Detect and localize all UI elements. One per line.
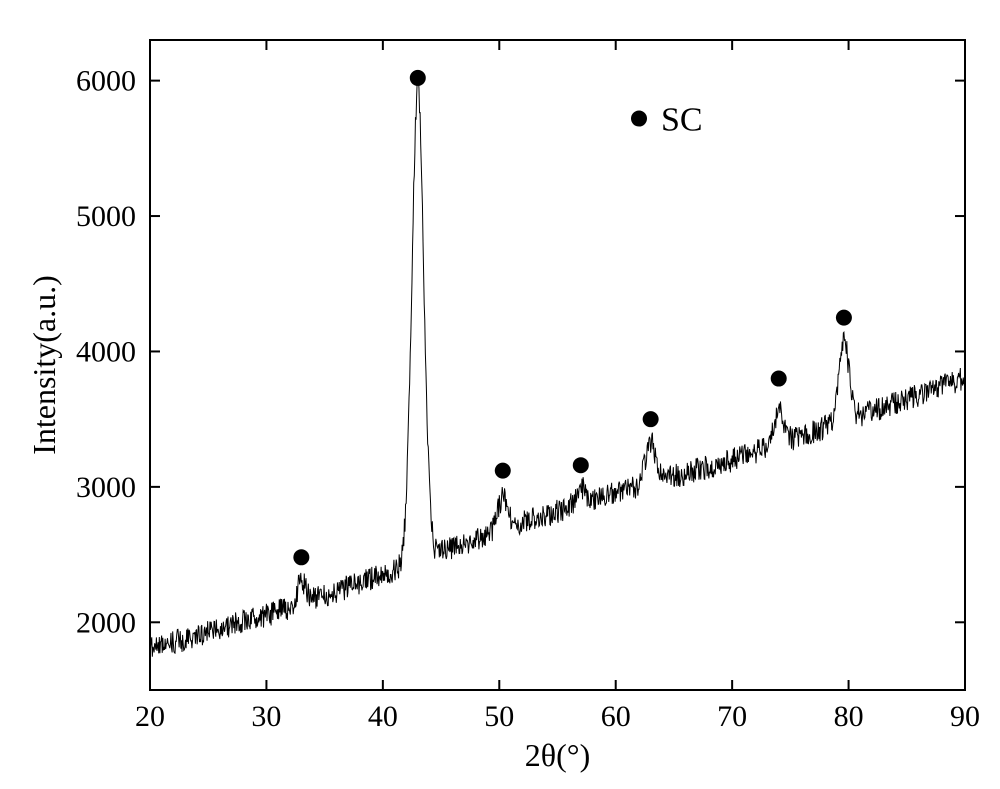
x-ticks: 20 30 40 50 60 70 80 90 bbox=[135, 40, 980, 733]
peak-marker-icon bbox=[495, 463, 511, 479]
y-tick-label: 2000 bbox=[76, 606, 136, 639]
peak-marker-icon bbox=[771, 371, 787, 387]
x-tick-label: 40 bbox=[368, 700, 398, 733]
y-tick-label: 6000 bbox=[76, 65, 136, 98]
y-tick-label: 4000 bbox=[76, 335, 136, 368]
y-tick-label: 5000 bbox=[76, 200, 136, 233]
x-tick-label: 20 bbox=[135, 700, 165, 733]
xrd-chart: 20 30 40 50 60 70 80 90 2000 3000 4000 5000 6000 2θ… bbox=[0, 0, 1000, 789]
x-tick-label: 90 bbox=[950, 700, 980, 733]
x-tick-label: 50 bbox=[484, 700, 514, 733]
xrd-line-series bbox=[150, 79, 965, 657]
peak-marker-icon bbox=[410, 70, 426, 86]
peak-marker-icon bbox=[293, 549, 309, 565]
legend: SC bbox=[631, 102, 703, 139]
y-tick-label: 3000 bbox=[76, 471, 136, 504]
legend-label: SC bbox=[661, 102, 703, 139]
peak-marker-icon bbox=[643, 411, 659, 427]
peak-markers bbox=[293, 70, 852, 565]
xrd-curve bbox=[150, 79, 965, 657]
plot-border bbox=[150, 40, 965, 690]
y-axis-title: Intensity(a.u.) bbox=[26, 275, 62, 455]
y-ticks: 2000 3000 4000 5000 6000 bbox=[76, 65, 965, 640]
x-tick-label: 30 bbox=[251, 700, 281, 733]
peak-marker-icon bbox=[573, 457, 589, 473]
legend-marker-icon bbox=[631, 111, 647, 127]
x-tick-label: 70 bbox=[717, 700, 747, 733]
peak-marker-icon bbox=[836, 310, 852, 326]
x-tick-label: 60 bbox=[601, 700, 631, 733]
chart-svg: 20 30 40 50 60 70 80 90 2000 3000 4000 5000 6000 2θ… bbox=[0, 0, 1000, 789]
x-axis-title: 2θ(°) bbox=[525, 737, 590, 773]
x-tick-label: 80 bbox=[834, 700, 864, 733]
